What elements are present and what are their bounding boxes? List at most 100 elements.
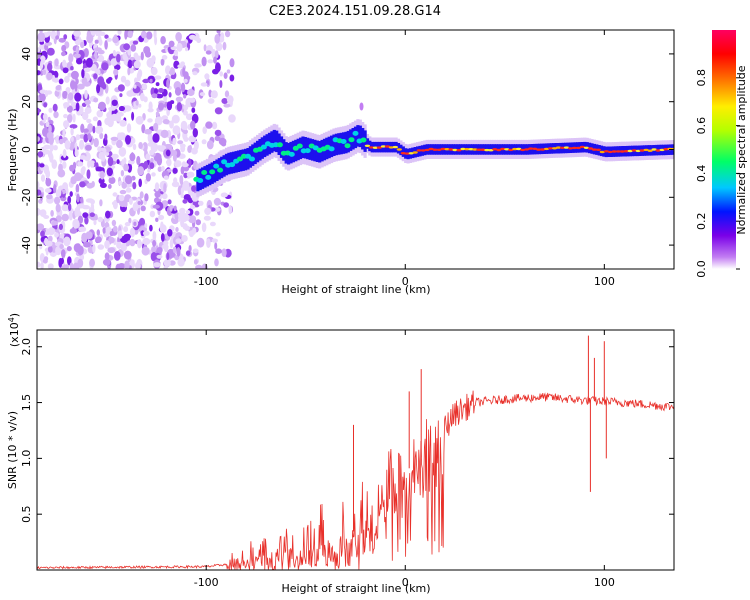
noise-speckle xyxy=(176,102,183,112)
noise-speckle xyxy=(61,213,69,222)
noise-speckle xyxy=(219,80,223,88)
noise-speckle xyxy=(228,204,233,215)
noise-speckle xyxy=(112,225,118,233)
signal-band xyxy=(203,166,207,188)
signal-core xyxy=(328,146,335,152)
noise-speckle xyxy=(166,252,170,261)
noise-speckle xyxy=(122,200,128,207)
signal-band xyxy=(337,133,341,155)
noise-speckle xyxy=(96,229,101,236)
noise-speckle xyxy=(123,250,132,260)
noise-speckle xyxy=(202,126,207,134)
noise-speckle xyxy=(141,246,150,256)
noise-speckle xyxy=(119,93,123,98)
noise-speckle xyxy=(110,58,118,66)
noise-speckle xyxy=(77,161,84,167)
noise-speckle xyxy=(124,260,130,269)
colorbar-gradient xyxy=(712,30,736,269)
noise-speckle xyxy=(50,210,54,217)
noise-speckle xyxy=(141,83,148,90)
noise-speckle xyxy=(55,203,61,213)
noise-speckle xyxy=(70,127,74,136)
noise-speckle xyxy=(135,100,139,106)
noise-speckle xyxy=(96,54,105,63)
noise-speckle xyxy=(201,139,207,145)
noise-speckle xyxy=(83,241,91,248)
signal-band xyxy=(313,139,317,162)
noise-speckle xyxy=(160,36,166,45)
noise-speckle xyxy=(224,90,230,98)
noise-speckle xyxy=(221,141,227,147)
noise-speckle xyxy=(142,230,150,236)
snr-series-line xyxy=(37,390,674,570)
signal-band xyxy=(599,145,604,157)
noise-speckle xyxy=(55,35,60,40)
noise-speckle xyxy=(154,35,158,46)
noise-speckle xyxy=(144,128,153,135)
signal-core xyxy=(508,148,514,152)
noise-speckle xyxy=(137,239,142,249)
noise-speckle xyxy=(63,103,67,109)
noise-speckle xyxy=(37,108,42,113)
signal-core xyxy=(611,150,617,153)
noise-speckle xyxy=(167,229,173,237)
noise-speckle xyxy=(44,188,52,193)
noise-speckle xyxy=(45,169,51,179)
noise-speckle xyxy=(53,145,58,151)
noise-speckle xyxy=(97,125,103,133)
noise-speckle xyxy=(79,139,85,150)
noise-speckle xyxy=(136,155,141,166)
noise-speckle xyxy=(42,69,47,76)
signal-band xyxy=(339,132,343,155)
noise-speckle xyxy=(54,232,59,238)
noise-speckle xyxy=(214,50,219,59)
noise-speckle xyxy=(37,95,40,103)
noise-speckle xyxy=(213,197,221,206)
noise-speckle xyxy=(147,168,151,173)
noise-speckle xyxy=(78,105,84,115)
noise-speckle xyxy=(213,56,217,64)
noise-speckle xyxy=(154,88,158,94)
signal-band xyxy=(358,125,362,148)
noise-speckle xyxy=(168,92,172,98)
noise-speckle xyxy=(42,137,46,145)
noise-speckle xyxy=(152,240,157,247)
noise-speckle xyxy=(154,116,163,126)
noise-speckle xyxy=(172,54,178,61)
noise-speckle xyxy=(177,140,184,145)
signal-core xyxy=(639,149,645,152)
noise-speckle xyxy=(152,231,157,241)
signal-core xyxy=(420,149,426,152)
snr-x-label: Height of straight line (km) xyxy=(281,582,430,595)
noise-speckle xyxy=(135,115,144,125)
noise-speckle xyxy=(172,167,178,174)
noise-speckle xyxy=(158,88,164,93)
noise-speckle xyxy=(214,135,221,142)
noise-speckle xyxy=(69,262,74,269)
noise-speckle xyxy=(70,80,76,90)
noise-speckle xyxy=(46,194,53,200)
noise-speckle xyxy=(89,258,95,267)
signal-core xyxy=(500,147,506,151)
noise-speckle xyxy=(186,171,195,178)
noise-speckle xyxy=(199,92,206,97)
noise-speckle xyxy=(68,53,74,63)
noise-speckle xyxy=(62,161,67,169)
noise-speckle xyxy=(163,183,167,193)
signal-band xyxy=(291,140,295,163)
noise-speckle xyxy=(150,157,154,163)
noise-speckle xyxy=(84,216,89,225)
noise-speckle xyxy=(179,175,184,185)
noise-speckle xyxy=(101,83,107,90)
signal-core xyxy=(615,150,621,153)
noise-speckle xyxy=(207,59,214,64)
noise-speckle xyxy=(97,76,105,86)
noise-speckle xyxy=(37,32,46,43)
signal-core xyxy=(249,156,255,162)
noise-speckle xyxy=(49,142,54,152)
noise-speckle xyxy=(152,133,160,143)
x-tick-label: -100 xyxy=(194,576,219,589)
noise-speckle xyxy=(131,196,138,201)
noise-speckle xyxy=(185,250,191,256)
noise-speckle xyxy=(84,107,92,114)
